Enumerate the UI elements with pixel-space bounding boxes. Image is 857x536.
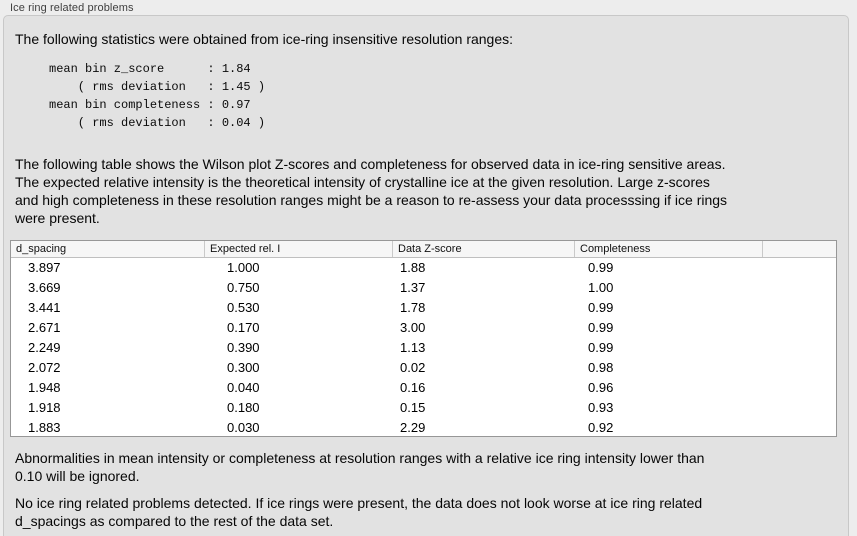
- table-cell: 1.78: [400, 300, 426, 315]
- table-cell: 2.249: [28, 340, 61, 355]
- table-cell: 1.948: [28, 380, 61, 395]
- table-cell: 0.02: [400, 360, 426, 375]
- table-row[interactable]: 3.669 0.750 1.37 1.00: [11, 278, 836, 298]
- column-header-empty[interactable]: [762, 241, 836, 257]
- table-cell: 1.88: [400, 260, 426, 275]
- table-cell: 3.441: [28, 300, 61, 315]
- table-cell: 0.99: [588, 300, 614, 315]
- table-row[interactable]: 1.948 0.040 0.16 0.96: [11, 378, 836, 398]
- table-cell: 1.00: [588, 280, 614, 295]
- table-cell: 0.030: [227, 420, 260, 435]
- table-row[interactable]: 2.072 0.300 0.02 0.98: [11, 358, 836, 378]
- table-description-text: The following table shows the Wilson plo…: [15, 156, 728, 226]
- column-header-expected-rel-i[interactable]: Expected rel. I: [204, 241, 392, 257]
- intro-text: The following statistics were obtained f…: [15, 31, 514, 47]
- table-cell: 3.00: [400, 320, 426, 335]
- table-row[interactable]: 1.883 0.030 2.29 0.92: [11, 418, 836, 436]
- table-cell: 0.99: [588, 260, 614, 275]
- table-cell: 0.92: [588, 420, 614, 435]
- table-cell: 0.530: [227, 300, 260, 315]
- table-cell: 0.180: [227, 400, 260, 415]
- table-cell: 0.750: [227, 280, 260, 295]
- column-header-completeness[interactable]: Completeness: [574, 241, 762, 257]
- table-row[interactable]: 2.671 0.170 3.00 0.99: [11, 318, 836, 338]
- table-row[interactable]: 1.918 0.180 0.15 0.93: [11, 398, 836, 418]
- table-cell: 0.93: [588, 400, 614, 415]
- table-cell: 3.669: [28, 280, 61, 295]
- table-cell: [762, 278, 836, 298]
- table-cell: 0.99: [588, 340, 614, 355]
- table-cell: [762, 418, 836, 436]
- table-cell: 1.13: [400, 340, 426, 355]
- table-cell: 3.897: [28, 260, 61, 275]
- table-cell: [762, 318, 836, 338]
- table-cell: [762, 298, 836, 318]
- table-cell: [762, 358, 836, 378]
- bin-statistics-block: mean bin z_score : 1.84 ( rms deviation …: [49, 62, 266, 130]
- table-cell: 1.918: [28, 400, 61, 415]
- panel-title: Ice ring related problems: [10, 2, 134, 14]
- table-cell: [762, 398, 836, 418]
- table-cell: 0.390: [227, 340, 260, 355]
- table-cell: 2.29: [400, 420, 426, 435]
- table-cell: 0.170: [227, 320, 260, 335]
- table-row[interactable]: 2.249 0.390 1.13 0.99: [11, 338, 836, 358]
- table-cell: 0.99: [588, 320, 614, 335]
- table-header-row: d_spacing Expected rel. I Data Z-score Comp…: [11, 241, 836, 258]
- column-header-d-spacing[interactable]: d_spacing: [16, 243, 67, 255]
- column-header-data-z-score[interactable]: Data Z-score: [392, 241, 574, 257]
- conclusion-text: No ice ring related problems detected. I…: [15, 495, 703, 529]
- table-cell: 2.072: [28, 360, 61, 375]
- table-cell: 1.883: [28, 420, 61, 435]
- ice-ring-table: d_spacing Expected rel. I Data Z-score Comp…: [10, 240, 837, 437]
- table-cell: [762, 338, 836, 358]
- table-cell: 0.16: [400, 380, 426, 395]
- table-cell: 0.300: [227, 360, 260, 375]
- table-cell: [762, 378, 836, 398]
- table-cell: 0.040: [227, 380, 260, 395]
- table-cell: [762, 258, 836, 278]
- table-cell: 0.15: [400, 400, 426, 415]
- table-cell: 0.98: [588, 360, 614, 375]
- table-cell: 0.96: [588, 380, 614, 395]
- table-cell: 2.671: [28, 320, 61, 335]
- ice-ring-group-box: The following statistics were obtained f…: [3, 15, 849, 536]
- table-row[interactable]: 3.897 1.000 1.88 0.99: [11, 258, 836, 278]
- table-cell: 1.000: [227, 260, 260, 275]
- table-cell: 1.37: [400, 280, 426, 295]
- table-row[interactable]: 3.441 0.530 1.78 0.99: [11, 298, 836, 318]
- ignore-threshold-note: Abnormalities in mean intensity or compl…: [15, 450, 705, 484]
